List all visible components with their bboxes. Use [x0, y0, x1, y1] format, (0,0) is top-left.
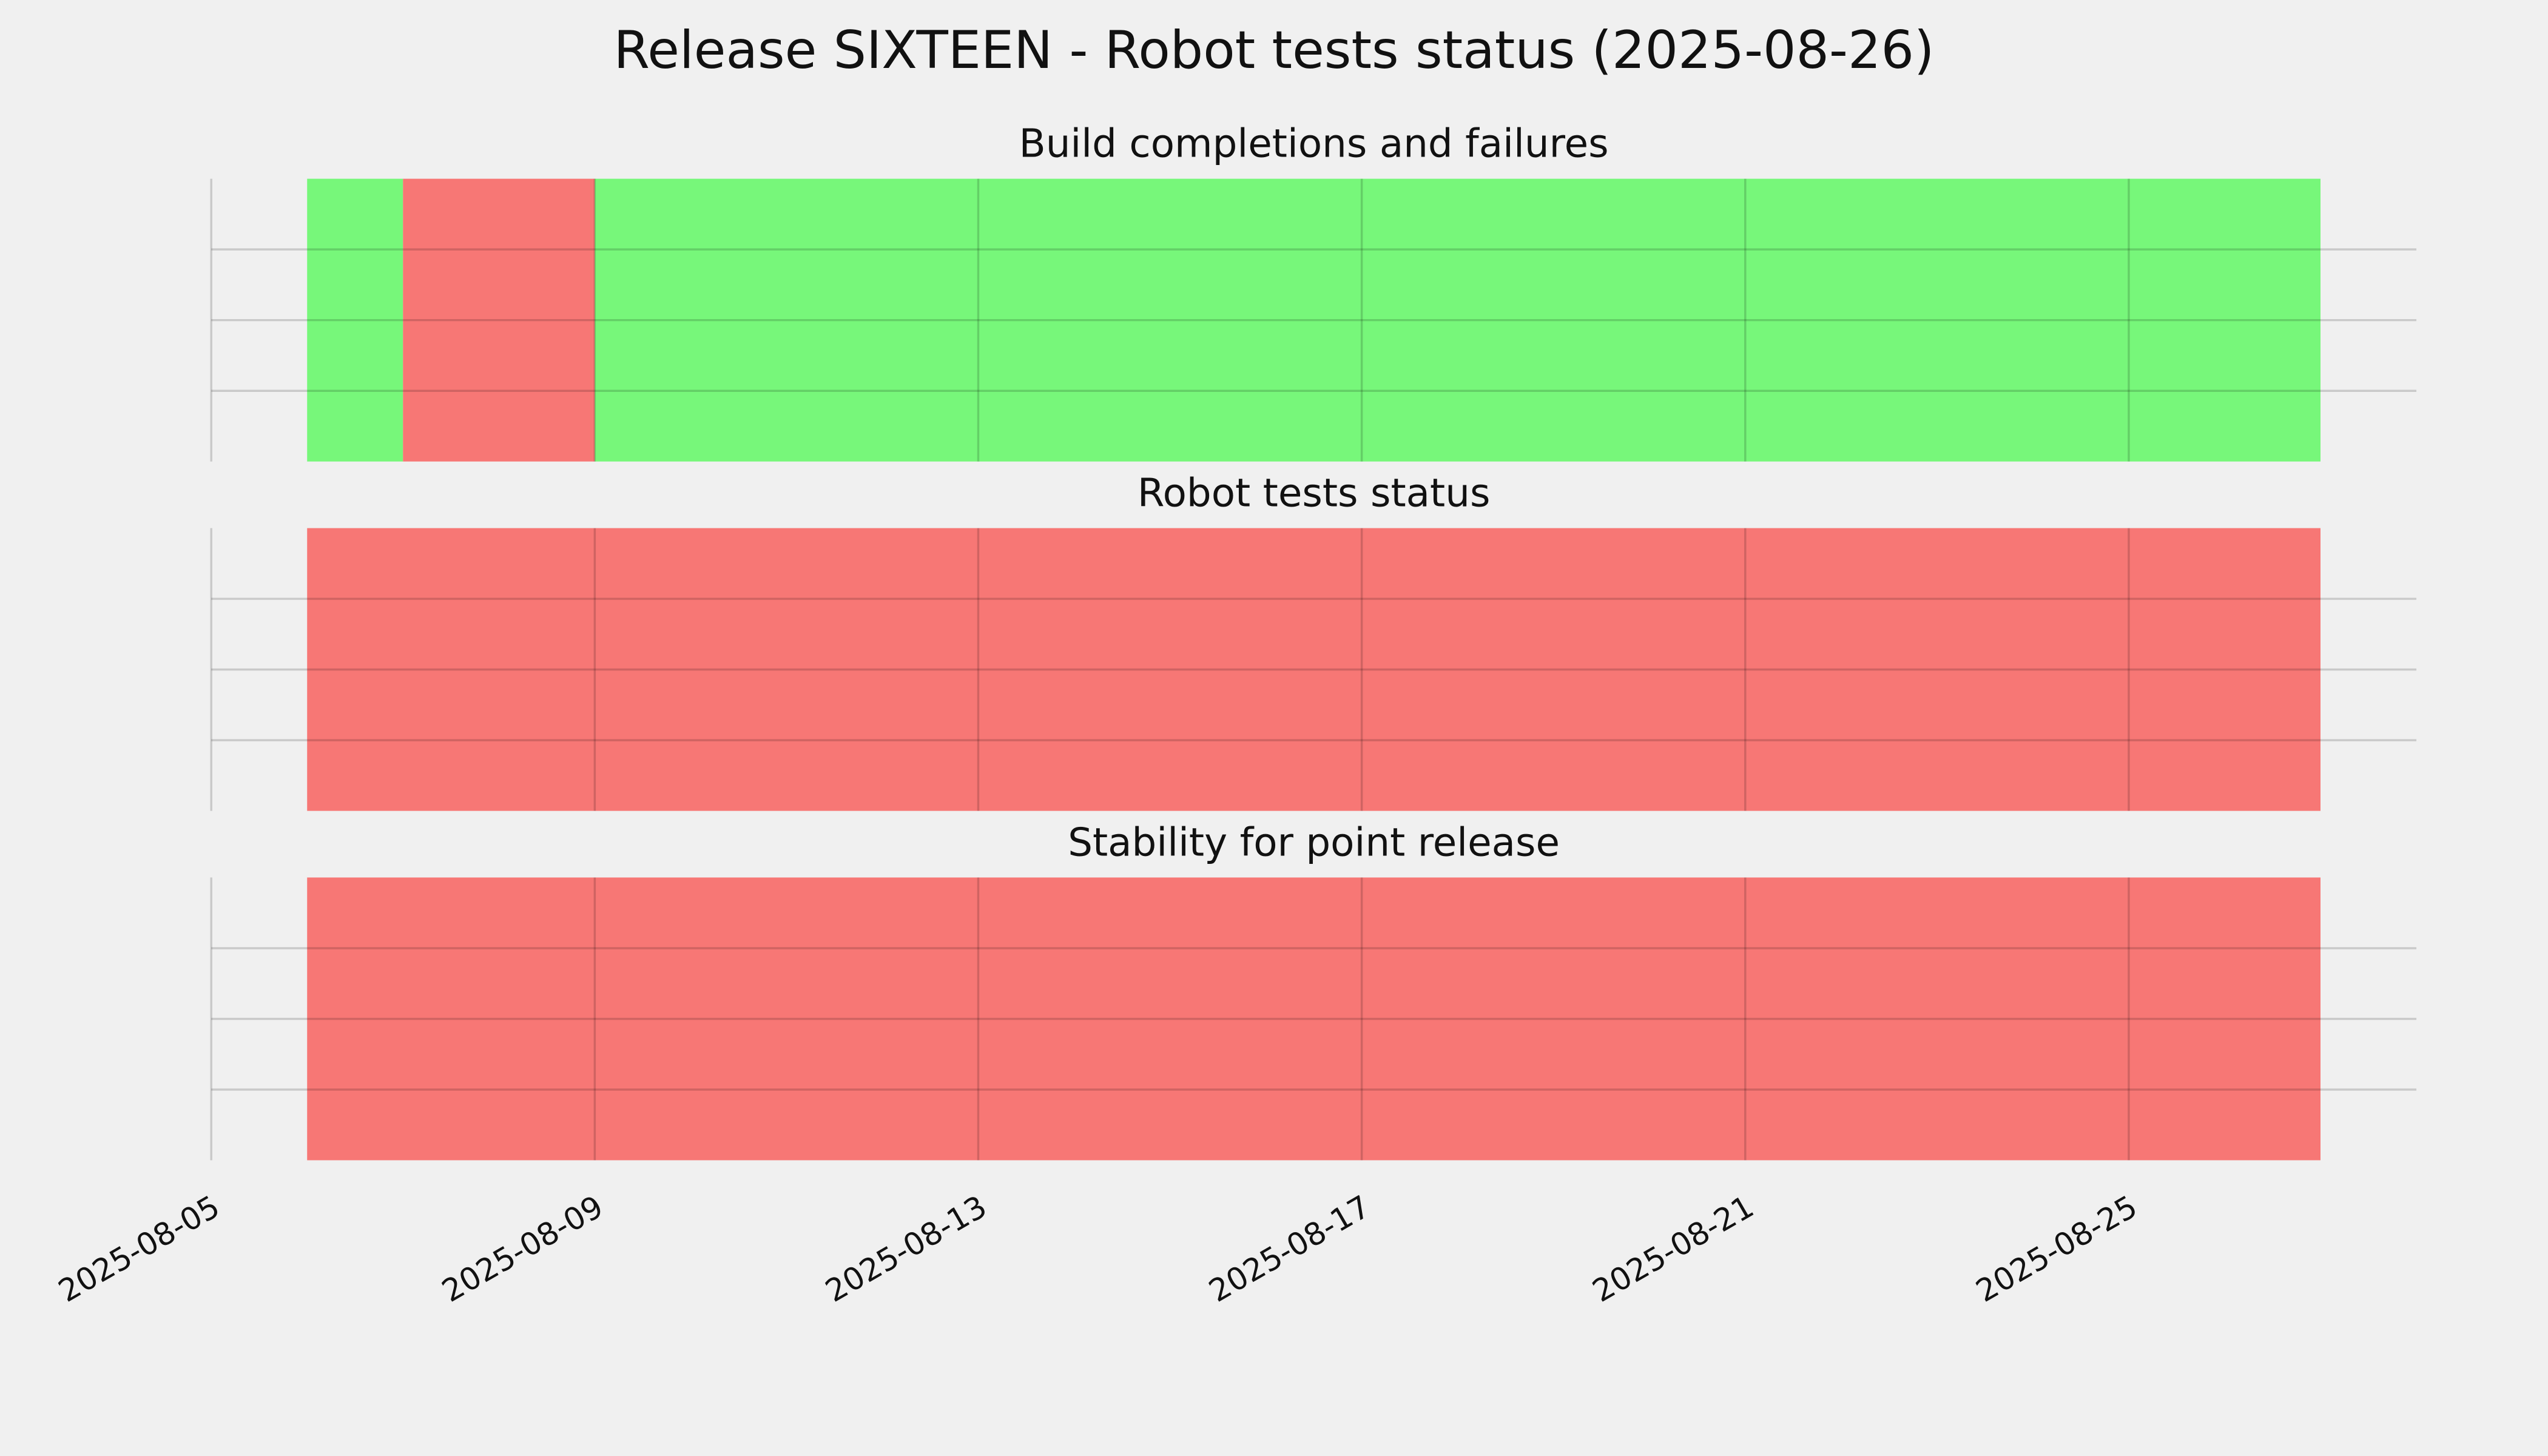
status-span: [307, 877, 2320, 1161]
status-span: [307, 178, 403, 462]
status-span: [403, 178, 595, 462]
status-span: [307, 528, 2320, 811]
status-span: [595, 178, 2320, 462]
subplot-title: Robot tests status: [1138, 471, 1491, 516]
subplot-title: Stability for point release: [1068, 820, 1560, 865]
subplot-title: Build completions and failures: [1019, 121, 1609, 167]
chart-title: Release SIXTEEN - Robot tests status (20…: [614, 20, 1935, 81]
